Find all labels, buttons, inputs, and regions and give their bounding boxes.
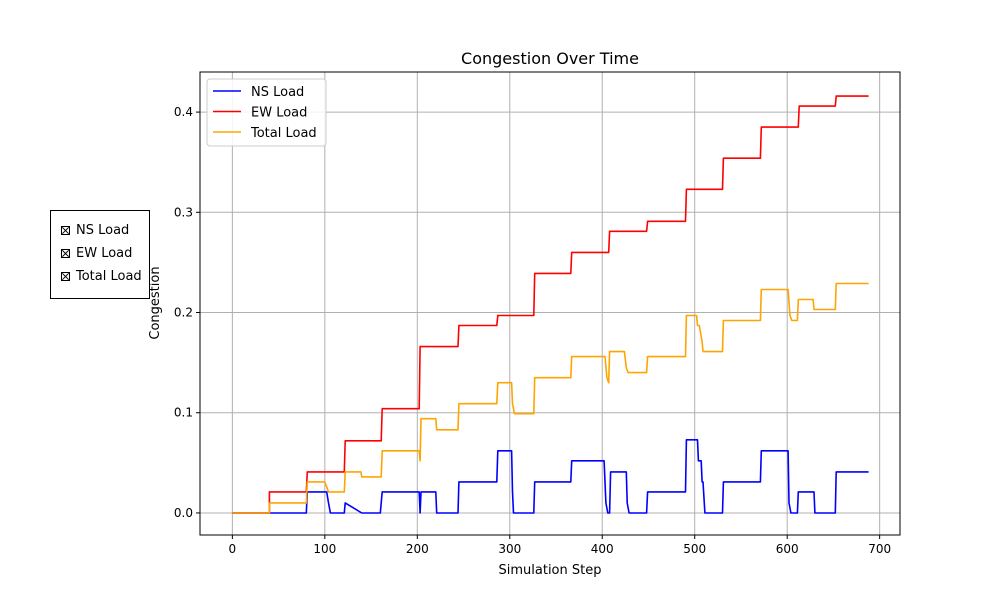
toggle-label: Total Load <box>76 269 142 284</box>
series-toggle-panel: NS Load EW Load Total Load <box>50 210 150 299</box>
y-tick-label: 0.4 <box>174 105 193 119</box>
x-tick-label: 0 <box>229 542 237 556</box>
legend-label: EW Load <box>251 106 307 121</box>
series-line-total-load <box>232 282 869 514</box>
checkbox-icon[interactable] <box>61 226 70 235</box>
y-tick-label: 0.0 <box>174 506 193 520</box>
checkbox-icon[interactable] <box>61 272 70 281</box>
series-line-ns-load <box>232 438 869 514</box>
checkbox-icon[interactable] <box>61 249 70 258</box>
chart-title: Congestion Over Time <box>461 49 639 68</box>
y-axis-label: Congestion <box>148 266 163 339</box>
x-tick-label: 300 <box>498 542 521 556</box>
x-tick-label: 200 <box>406 542 429 556</box>
series-line-ew-load <box>232 95 869 514</box>
grid <box>200 72 900 535</box>
x-tick-label: 700 <box>868 542 891 556</box>
legend-box <box>206 78 327 147</box>
toggle-ns-load[interactable]: NS Load <box>61 223 129 238</box>
y-tick-label: 0.1 <box>174 406 193 420</box>
plot-frame <box>199 71 901 536</box>
x-axis-label: Simulation Step <box>499 563 602 578</box>
y-tick-label: 0.3 <box>174 205 193 219</box>
legend-label: Total Load <box>250 126 317 141</box>
toggle-label: NS Load <box>76 223 130 238</box>
axes: 0 100 200 300 400 500 600 700 0.0 0.1 0.2 0.3 0.4 <box>174 105 891 556</box>
x-tick-label: 500 <box>683 542 706 556</box>
x-tick-label: 600 <box>776 542 799 556</box>
x-tick-label: 400 <box>591 542 614 556</box>
toggle-ew-load[interactable]: EW Load <box>61 246 132 261</box>
toggle-label: EW Load <box>76 246 133 261</box>
x-tick-label: 100 <box>313 542 336 556</box>
y-tick-label: 0.2 <box>174 306 193 320</box>
legend-label: NS Load <box>251 85 304 100</box>
toggle-total-load[interactable]: Total Load <box>61 269 142 284</box>
series-lines <box>232 95 869 514</box>
legend: NS Load EW Load Total Load <box>206 78 327 147</box>
